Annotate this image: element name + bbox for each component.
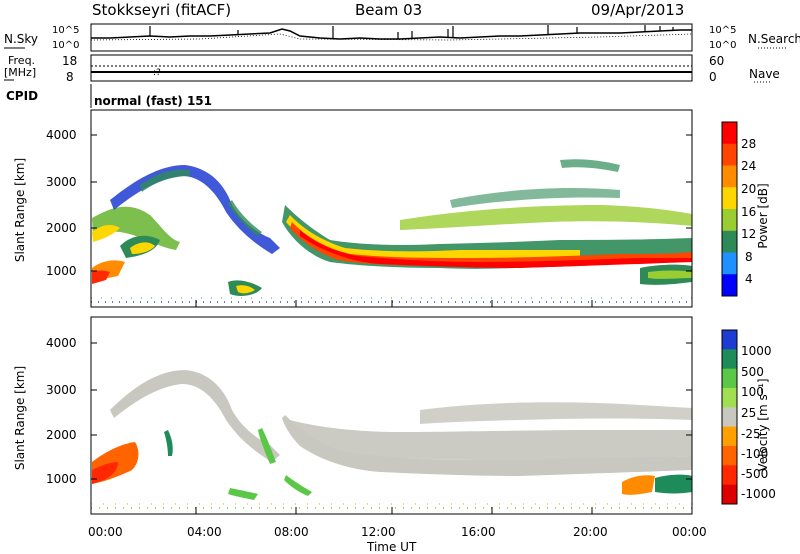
- vel-cb-tick-m1000: -1000: [741, 487, 776, 501]
- vel-cb-tick-100: 100: [741, 385, 764, 399]
- velocity-colorbar-swatch-6: [722, 446, 737, 466]
- vel-cb-tick-25: 25: [741, 406, 757, 420]
- nsky-panel: [90, 23, 693, 52]
- freq-label: Freq.: [8, 54, 36, 67]
- freq-tick-bottom: 8: [66, 70, 74, 84]
- power-heatmap: [91, 159, 692, 303]
- velocity-colorbar-swatch-5: [722, 426, 737, 447]
- vel-cb-tick-500: 500: [741, 365, 764, 379]
- station-title: Stokkseyri (fitACF): [92, 1, 232, 19]
- power-cb-tick-16: 16: [741, 205, 757, 219]
- power-cb-tick-20: 20: [741, 182, 757, 196]
- beam-title: Beam 03: [355, 1, 423, 19]
- xtick-1: 04:00: [187, 525, 222, 539]
- velocity-ytick-2000: 2000: [46, 428, 77, 442]
- power-colorbar-swatch-6: [722, 252, 737, 275]
- power-ytick-2000: 2000: [46, 221, 77, 235]
- velocity-colorbar-swatch-8: [722, 484, 737, 505]
- freq-panel: :?: [90, 54, 693, 82]
- velocity-colorbar: [721, 329, 738, 505]
- freq-tick-top: 18: [62, 54, 78, 68]
- velocity-panel: [90, 316, 693, 515]
- power-colorbar-swatch-3: [722, 187, 737, 210]
- xtick-5: 20:00: [573, 525, 608, 539]
- power-colorbar-swatch-1: [722, 143, 737, 166]
- velocity-ytick-1000: 1000: [46, 472, 77, 486]
- nsky-tick-top: 10^5: [52, 25, 80, 36]
- velocity-colorbar-swatch-0: [722, 330, 737, 350]
- svg-text::?: :?: [153, 68, 161, 78]
- nsearch-tick-top: 10^5: [709, 25, 737, 36]
- nsearch-label: N.Search: [748, 32, 800, 46]
- velocity-ytick-3000: 3000: [46, 383, 77, 397]
- power-cb-tick-12: 12: [741, 227, 757, 241]
- xtick-3: 12:00: [361, 525, 396, 539]
- date-title: 09/Apr/2013: [591, 1, 685, 19]
- power-colorbar-swatch-7: [722, 274, 737, 297]
- xtick-2: 08:00: [274, 525, 309, 539]
- xtick-4: 16:00: [461, 525, 496, 539]
- power-colorbar: [721, 121, 738, 297]
- velocity-colorbar-swatch-7: [722, 465, 737, 486]
- cpid-value: normal (fast) 151: [94, 94, 212, 108]
- velocity-colorbar-swatch-4: [722, 407, 737, 428]
- vel-cb-tick-m25: -25: [741, 427, 761, 441]
- vel-cb-tick-m500: -500: [741, 467, 769, 481]
- cpid-label: CPID: [6, 89, 39, 103]
- nsky-spikes: [149, 25, 674, 39]
- nsky-tick-bottom: 10^0: [52, 40, 80, 51]
- freq-unit: [MHz]: [4, 66, 37, 79]
- xtick-0: 00:00: [88, 525, 123, 539]
- power-cb-tick-28: 28: [741, 137, 757, 151]
- power-cb-tick-8: 8: [745, 250, 753, 264]
- nave-label: Nave: [749, 67, 780, 81]
- power-colorbar-swatch-2: [722, 165, 737, 188]
- nave-tick-bottom: 0: [709, 70, 717, 84]
- velocity-colorbar-swatch-2: [722, 368, 737, 389]
- power-ytick-1000: 1000: [46, 264, 77, 278]
- power-cb-tick-4: 4: [745, 272, 753, 286]
- power-colorbar-swatch-0: [722, 122, 737, 145]
- vel-cb-tick-m100: -100: [741, 447, 769, 461]
- velocity-ytick-4000: 4000: [46, 336, 77, 350]
- nsky-label: N.Sky: [4, 32, 39, 46]
- vel-cb-tick-1000: 1000: [741, 344, 772, 358]
- velocity-colorbar-swatch-3: [722, 388, 737, 408]
- velocity-colorbar-swatch-1: [722, 349, 737, 370]
- nsearch-tick-bottom: 10^0: [709, 40, 737, 51]
- xtick-6: 00:00: [672, 525, 707, 539]
- nave-tick-top: 60: [709, 54, 725, 68]
- power-arc: [110, 165, 280, 254]
- power-ytick-4000: 4000: [46, 128, 77, 142]
- velocity-grey-arc: [110, 370, 280, 462]
- nsky-trace: [91, 28, 692, 40]
- power-panel: [90, 109, 693, 308]
- power-ytick-3000: 3000: [46, 175, 77, 189]
- power-cb-tick-24: 24: [741, 159, 757, 173]
- power-colorbar-swatch-5: [722, 230, 737, 253]
- summary-legend-lines: [4, 47, 787, 83]
- velocity-colorbar-frame: [721, 329, 738, 505]
- power-colorbar-frame: [721, 121, 738, 297]
- power-colorbar-swatch-4: [722, 209, 737, 232]
- velocity-heatmap: [91, 370, 692, 509]
- xlabel: Time UT: [367, 540, 417, 554]
